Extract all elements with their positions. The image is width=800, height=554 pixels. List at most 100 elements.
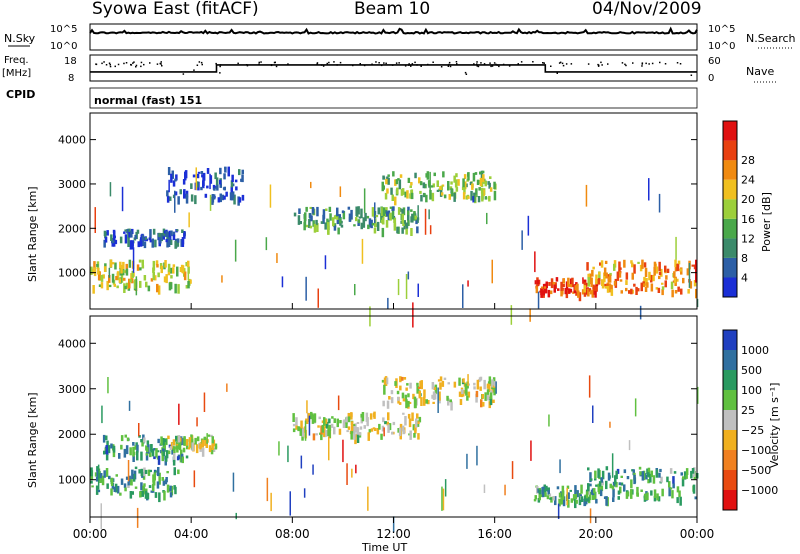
heatmap-cell: [610, 285, 613, 290]
heatmap-cell: [457, 179, 460, 186]
heatmap-cell: [406, 190, 409, 199]
freq-label-line1: Freq.: [4, 55, 29, 66]
heatmap-cell: [238, 169, 241, 176]
heatmap-cell: [360, 413, 363, 418]
heatmap-cell: [660, 268, 663, 277]
heatmap-cell: [619, 279, 623, 282]
date-title: 04/Nov/2009: [592, 0, 702, 19]
heatmap-cell: [617, 490, 621, 495]
heatmap-cell: [115, 474, 118, 477]
heatmap-cell: [632, 469, 635, 476]
heatmap-cell: [545, 281, 548, 289]
heatmap-cell: [342, 420, 346, 428]
heatmap-cell: [213, 187, 216, 191]
heatmap-cell: [695, 288, 698, 299]
heatmap-streak: [303, 488, 306, 498]
heatmap-cell: [441, 380, 445, 387]
heatmap-cell: [542, 486, 545, 490]
heatmap-streak: [476, 445, 478, 466]
heatmap-cell: [151, 448, 155, 457]
heatmap-cell: [168, 234, 171, 237]
heatmap-cell: [401, 425, 405, 432]
heatmap-cell: [201, 174, 204, 178]
heatmap-cell: [297, 215, 301, 225]
heatmap-cell: [340, 220, 343, 224]
heatmap-cell: [352, 424, 356, 428]
heatmap-cell: [357, 220, 360, 226]
heatmap-cell: [623, 259, 626, 268]
heatmap-cell: [384, 192, 388, 200]
nave-dot: [556, 72, 558, 74]
heatmap-cell: [295, 425, 298, 430]
heatmap-cell: [674, 266, 678, 272]
heatmap-cell: [308, 218, 311, 228]
cpid-label: CPID: [6, 88, 35, 101]
heatmap-cell: [414, 215, 417, 220]
heatmap-cell: [469, 181, 473, 186]
heatmap-cell: [231, 192, 234, 201]
heatmap-cell: [309, 213, 312, 219]
heatmap-cell: [132, 442, 135, 446]
nave-dot: [561, 62, 564, 65]
heatmap-cell: [325, 430, 328, 437]
heatmap-cell: [440, 192, 444, 196]
heatmap-cell: [158, 492, 161, 503]
colorbar-tick-label: 16: [741, 213, 755, 226]
nave-dot: [490, 65, 492, 68]
heatmap-cell: [672, 483, 675, 489]
heatmap-cell: [191, 442, 194, 451]
heatmap-cell: [546, 495, 550, 500]
heatmap-streak: [429, 225, 432, 235]
heatmap-cell: [372, 412, 376, 418]
heatmap-cell: [587, 483, 590, 492]
heatmap-cell: [176, 444, 179, 447]
heatmap-cell: [594, 291, 597, 298]
heatmap-cell: [328, 206, 332, 212]
heatmap-cell: [655, 287, 659, 290]
heatmap-streak: [324, 255, 327, 270]
nave-dot: [201, 63, 203, 66]
heatmap-cell: [533, 499, 537, 502]
heatmap-streak: [109, 182, 112, 197]
colorbar-tick-label: 20: [741, 193, 755, 206]
heatmap-cell: [169, 446, 173, 450]
heatmap-cell: [185, 455, 189, 459]
nave-dot: [411, 63, 414, 65]
heatmap-cell: [174, 191, 178, 196]
heatmap-streak: [363, 188, 366, 214]
freq-tick-8: 8: [68, 73, 74, 84]
heatmap-cell: [315, 433, 318, 436]
heatmap-cell: [347, 413, 351, 419]
heatmap-streak: [566, 487, 568, 506]
heatmap-cell: [569, 278, 573, 285]
nave-dot: [480, 62, 482, 64]
heatmap-streak: [444, 479, 447, 497]
heatmap-cell: [355, 217, 358, 222]
heatmap-cell: [151, 238, 154, 248]
heatmap-streak: [527, 215, 530, 236]
heatmap-cell: [173, 447, 176, 453]
nave-dot: [149, 62, 151, 64]
x-tick-label: 04:00: [174, 527, 209, 541]
heatmap-cell: [342, 211, 346, 220]
heatmap-cell: [120, 444, 123, 450]
heatmap-cell: [176, 239, 180, 247]
heatmap-cell: [552, 496, 555, 501]
y-tick-label: 1000: [58, 267, 86, 280]
heatmap-cell: [317, 425, 320, 428]
heatmap-cell: [390, 390, 394, 395]
x-axis-label: Time UT: [361, 541, 407, 554]
heatmap-cell: [560, 496, 563, 505]
heatmap-cell: [540, 494, 543, 498]
heatmap-cell: [383, 384, 386, 395]
heatmap-cell: [479, 171, 482, 175]
heatmap-cell: [234, 179, 238, 183]
nave-dot: [476, 61, 478, 63]
heatmap-cell: [484, 196, 488, 200]
heatmap-cell: [645, 474, 648, 480]
heatmap-cell: [488, 376, 492, 386]
heatmap-cell: [90, 266, 93, 275]
heatmap-cell: [165, 455, 168, 462]
heatmap-streak: [209, 173, 211, 190]
heatmap-cell: [145, 238, 148, 242]
